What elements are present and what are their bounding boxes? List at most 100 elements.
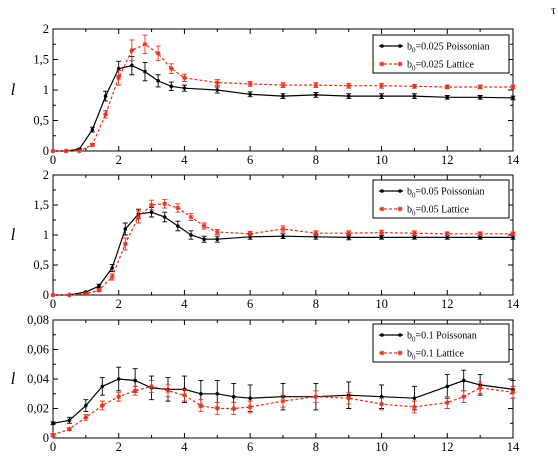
data-point xyxy=(346,395,352,401)
data-point xyxy=(313,394,319,400)
data-point xyxy=(214,229,220,235)
data-point xyxy=(201,223,207,229)
data-point xyxy=(444,84,450,90)
x-tick-label: 10 xyxy=(375,297,388,311)
data-point xyxy=(511,235,515,240)
data-point xyxy=(90,127,95,132)
y-tick-label: 1 xyxy=(43,83,49,97)
data-point xyxy=(116,66,121,71)
data-point xyxy=(411,404,417,410)
y-tick-label: 1 xyxy=(43,228,49,242)
data-point xyxy=(116,377,121,381)
legend-marker xyxy=(380,189,384,193)
x-tick-label: 14 xyxy=(507,153,520,167)
data-point xyxy=(116,75,122,81)
data-point xyxy=(248,92,252,97)
data-point xyxy=(132,388,138,394)
data-point xyxy=(281,234,285,238)
x-tick-label: 6 xyxy=(247,440,253,454)
data-point xyxy=(189,233,193,237)
data-point xyxy=(346,235,351,240)
legend-marker xyxy=(398,333,402,337)
data-point xyxy=(165,388,171,394)
data-point xyxy=(445,384,450,389)
data-point xyxy=(248,396,252,400)
series-lattice xyxy=(50,380,516,438)
data-point xyxy=(231,394,236,399)
data-point xyxy=(379,94,384,98)
data-point xyxy=(133,378,137,383)
data-point xyxy=(89,142,95,148)
data-point xyxy=(135,214,141,220)
data-point xyxy=(461,378,466,383)
data-point xyxy=(346,83,352,89)
data-point xyxy=(149,202,155,208)
y-tick-label: 1,5 xyxy=(33,198,49,212)
data-point xyxy=(84,403,88,408)
data-point xyxy=(123,227,128,231)
data-point xyxy=(445,95,450,100)
panel-b0-01: 0 2 4 6 8 10 12 14 0 0,02 0,04 0,06 0,08 l b0=0.1 Pois… xyxy=(11,313,520,454)
data-point xyxy=(511,96,515,100)
x-tick-label: 10 xyxy=(375,153,388,167)
data-point xyxy=(215,88,220,92)
data-point xyxy=(83,291,89,297)
data-point xyxy=(100,384,105,389)
data-point xyxy=(176,224,180,228)
y-tick-label: 0 xyxy=(43,288,49,302)
legend-label: b0=0.025 Lattice xyxy=(407,60,474,73)
data-point xyxy=(66,426,72,432)
legend-marker xyxy=(397,206,403,212)
data-point xyxy=(67,418,72,423)
data-point xyxy=(169,84,174,89)
legend-label: b0=0.05 Lattice xyxy=(407,205,469,218)
data-point xyxy=(214,80,220,86)
y-tick-label: 2 xyxy=(43,168,49,182)
data-point xyxy=(379,235,384,240)
data-point xyxy=(280,398,286,404)
data-point xyxy=(109,274,115,280)
data-point xyxy=(444,231,450,237)
x-tick-label: 10 xyxy=(375,440,388,454)
data-point xyxy=(76,148,82,154)
data-point xyxy=(181,75,187,81)
data-point xyxy=(50,148,56,154)
data-point xyxy=(149,210,154,214)
x-tick-label: 4 xyxy=(181,440,188,454)
data-point xyxy=(478,235,482,240)
legend-marker xyxy=(397,350,403,356)
series-line xyxy=(53,64,514,152)
legend-box xyxy=(372,34,510,74)
data-point xyxy=(346,94,351,98)
x-tick-label: 8 xyxy=(313,440,319,454)
x-tick-label: 8 xyxy=(313,153,319,167)
x-tick-label: 2 xyxy=(116,297,122,311)
series-line xyxy=(53,211,513,296)
series-poissonian xyxy=(51,206,516,297)
data-point xyxy=(280,82,286,88)
x-tick-label: 4 xyxy=(181,153,188,167)
legend-label: b0=0.1 Lattice xyxy=(407,349,464,362)
y-axis-label: l xyxy=(11,225,16,244)
data-point xyxy=(162,215,167,219)
data-point xyxy=(510,231,516,237)
y-tick-label: 0,04 xyxy=(27,372,50,386)
x-tick-label: 0 xyxy=(50,440,56,454)
data-point xyxy=(379,83,385,89)
y-axis-label: l xyxy=(11,369,16,388)
data-point xyxy=(247,404,253,410)
data-point xyxy=(445,235,450,240)
y-tick-label: 1,5 xyxy=(33,53,49,67)
legend-marker xyxy=(379,61,385,67)
data-point xyxy=(477,84,483,90)
data-point xyxy=(156,79,160,83)
y-tick-label: 0,08 xyxy=(27,313,49,327)
series-poissonian xyxy=(51,56,516,153)
data-point xyxy=(510,84,516,90)
data-point xyxy=(412,94,417,98)
data-point xyxy=(477,385,483,391)
legend-box xyxy=(372,179,510,219)
legend: b0=0.05 Poissonian b0=0.05 Lattice xyxy=(372,179,510,219)
